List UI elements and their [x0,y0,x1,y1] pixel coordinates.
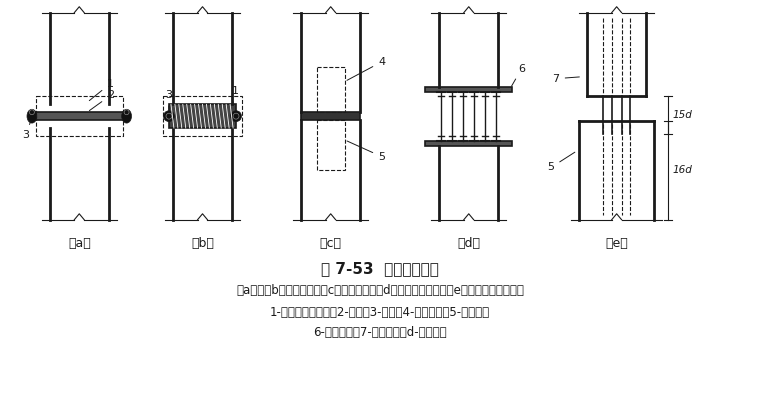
Bar [163,96,242,136]
Circle shape [163,111,174,122]
Ellipse shape [122,109,131,123]
Bar [36,96,122,136]
Text: （c）: （c） [320,238,342,250]
Bar [426,141,512,146]
Circle shape [230,111,242,122]
Text: 6-预埋法兰；7-预埋锚筋；d-锚栓直径: 6-预埋法兰；7-预埋锚筋；d-锚栓直径 [313,326,447,339]
Text: （d）: （d） [458,238,480,250]
Text: （a）: （a） [68,238,90,250]
Bar [169,104,236,128]
Ellipse shape [27,109,36,123]
Text: 4: 4 [347,57,385,80]
Bar [426,87,512,92]
Text: 7: 7 [553,74,579,84]
Bar [32,112,127,120]
Text: 5: 5 [347,141,385,162]
Text: （e）: （e） [605,238,628,250]
Text: 1-角钢与主筋焊接；2-钢板；3-焊缝；4-预埋钢管；5-浆锚孔；: 1-角钢与主筋焊接；2-钢板；3-焊缝；4-预埋钢管；5-浆锚孔； [270,306,490,320]
Text: 1: 1 [232,86,239,103]
Text: 6: 6 [511,64,525,86]
Text: 15d: 15d [673,110,692,120]
Text: 5: 5 [548,152,575,172]
Text: 3: 3 [165,90,172,109]
Text: 3: 3 [22,121,31,140]
Bar [301,112,360,120]
Bar [317,120,344,170]
Text: （a）、（b）焊接接合；（c）管式接合；（d）管桩螺栓接合；（e）硫磺砂浆锚筋接合: （a）、（b）焊接接合；（c）管式接合；（d）管桩螺栓接合；（e）硫磺砂浆锚筋接… [236,284,524,297]
Text: 1: 1 [90,78,114,101]
Text: 16d: 16d [673,166,692,176]
Bar [317,67,344,112]
Text: 2: 2 [90,90,114,111]
Text: （b）: （b） [191,238,214,250]
Text: 图 7-53  桩的接头型式: 图 7-53 桩的接头型式 [321,261,439,276]
